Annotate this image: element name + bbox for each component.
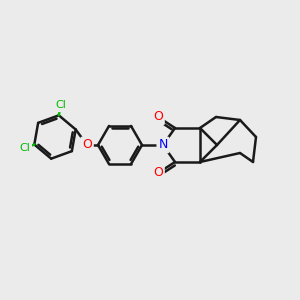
Text: Cl: Cl: [20, 143, 30, 153]
Text: O: O: [153, 110, 163, 124]
Text: O: O: [82, 139, 92, 152]
Text: O: O: [153, 167, 163, 179]
Text: N: N: [158, 139, 168, 152]
Text: Cl: Cl: [55, 100, 66, 110]
